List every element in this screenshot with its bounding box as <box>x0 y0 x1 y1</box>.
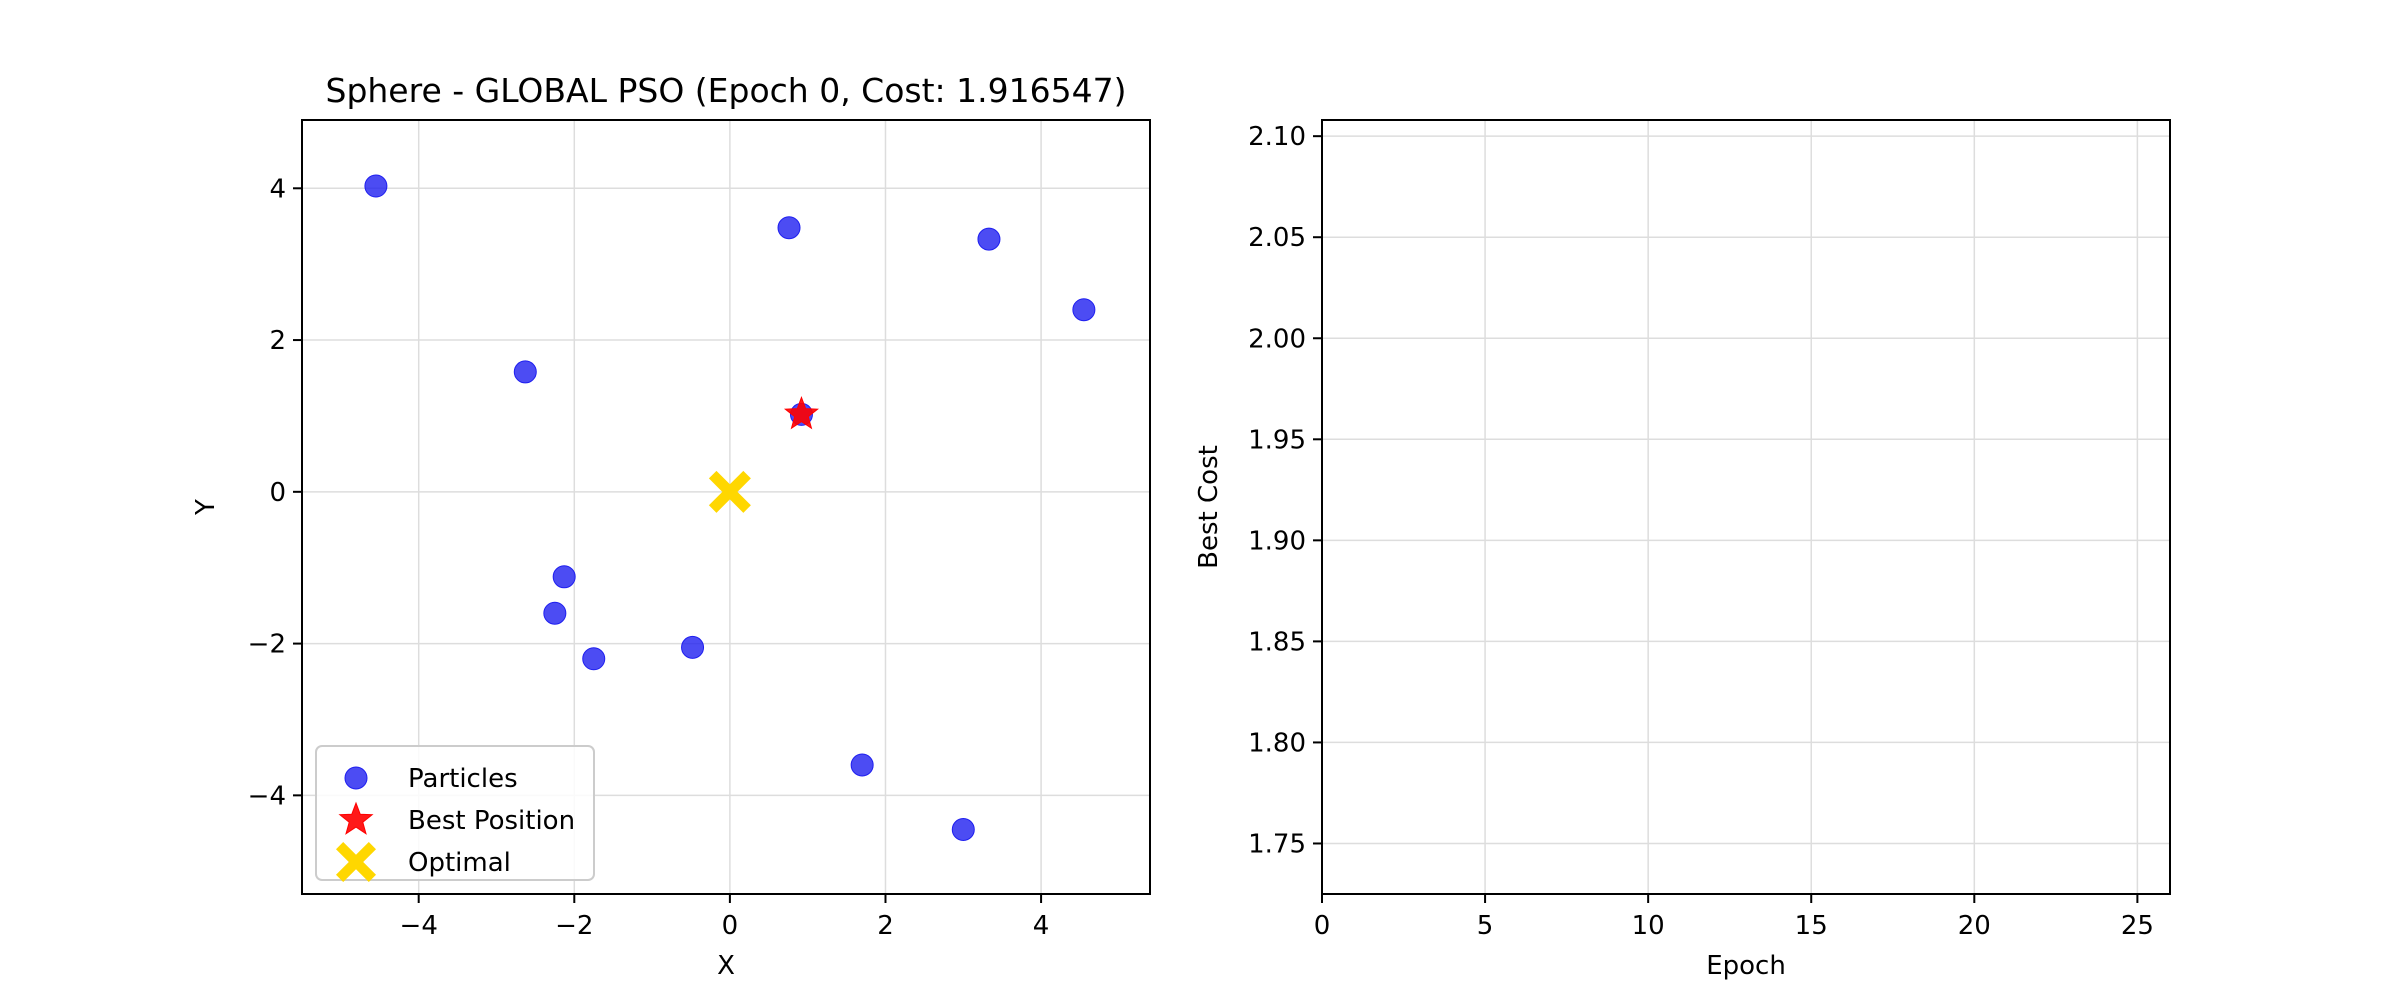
cost-x-tick-label: 25 <box>2121 911 2154 941</box>
cost-y-tick-label: 1.90 <box>1248 526 1306 556</box>
particle-point <box>543 601 567 625</box>
cost-y-tick-label: 2.05 <box>1248 223 1306 253</box>
cost-x-tick-label: 15 <box>1795 911 1828 941</box>
legend-particle-point-swatch <box>344 766 368 790</box>
legend-label: Particles <box>408 764 518 794</box>
scatter-legend: Particles Best Position Optimal <box>315 745 595 882</box>
cost-y-tick-label: 1.95 <box>1248 425 1306 455</box>
cost-x-tick-label: 5 <box>1477 911 1494 941</box>
best-position-marker <box>783 395 819 430</box>
particle-point <box>582 647 606 671</box>
cost-y-tick-label: 1.85 <box>1248 627 1306 657</box>
scatter-x-tick-label: 0 <box>722 911 739 941</box>
legend-box <box>315 745 595 881</box>
scatter-ticks: −4 −2 0 2 4 −4 −2 0 2 4 <box>248 174 1050 941</box>
scatter-x-tick-label: −4 <box>400 911 438 941</box>
scatter-frame <box>301 119 1151 895</box>
scatter-x-tick-label: −2 <box>555 911 593 941</box>
particle-point <box>681 635 705 659</box>
scatter-y-axis-label: Y <box>191 499 221 516</box>
particle-point <box>850 753 874 777</box>
legend-optimal-marker-swatch <box>336 842 376 882</box>
legend-best-position-marker-swatch <box>338 801 374 835</box>
scatter-x-tick-label: 4 <box>1033 911 1050 941</box>
scatter-grid <box>302 120 1150 894</box>
scatter-y-tick-label: −2 <box>248 630 286 660</box>
cost-y-tick-label: 1.80 <box>1248 728 1306 758</box>
cost-grid <box>1321 120 2170 894</box>
cost-x-tick-label: 0 <box>1314 911 1331 941</box>
scatter-x-tick-label: 2 <box>877 911 894 941</box>
scatter-y-tick-label: 4 <box>269 174 286 204</box>
particle-point <box>1072 298 1096 322</box>
cost-ticks: 0 5 10 15 20 25 1.75 1.80 1.85 1.90 1.95 2.00 2.05 2.… <box>1248 122 2154 941</box>
scatter-y-tick-label: 2 <box>269 326 286 356</box>
scatter-y-tick-label: −4 <box>248 781 286 811</box>
scatter-x-axis-label: X <box>717 951 735 981</box>
legend-label: Best Position <box>408 806 575 836</box>
cost-y-tick-label: 2.00 <box>1248 324 1306 354</box>
cost-x-tick-label: 10 <box>1632 911 1665 941</box>
scatter-title: Sphere - GLOBAL PSO (Epoch 0, Cost: 1.91… <box>326 71 1127 110</box>
cost-y-tick-label: 1.75 <box>1248 829 1306 859</box>
scatter-axes: −4 −2 0 2 4 −4 −2 0 2 4 Sphere - GLOBAL PSO (Epoc… <box>191 71 1151 981</box>
optimal-marker <box>708 470 751 513</box>
particle-point <box>364 174 388 198</box>
particle-point <box>977 227 1001 251</box>
legend-label: Optimal <box>408 848 511 878</box>
particle-point <box>777 216 801 240</box>
particle-point <box>552 565 576 589</box>
scatter-marks <box>364 174 1096 841</box>
particle-point <box>513 360 537 384</box>
scatter-y-tick-label: 0 <box>269 478 286 508</box>
particle-point <box>951 818 975 841</box>
cost-frame <box>1321 119 2171 895</box>
cost-axes: 0 5 10 15 20 25 1.75 1.80 1.85 1.90 1.95 2.00 2.05 2.… <box>1194 119 2171 981</box>
cost-x-tick-label: 20 <box>1958 911 1991 941</box>
cost-y-tick-label: 2.10 <box>1248 122 1306 152</box>
cost-y-axis-label: Best Cost <box>1194 445 1224 569</box>
cost-x-axis-label: Epoch <box>1706 951 1786 981</box>
